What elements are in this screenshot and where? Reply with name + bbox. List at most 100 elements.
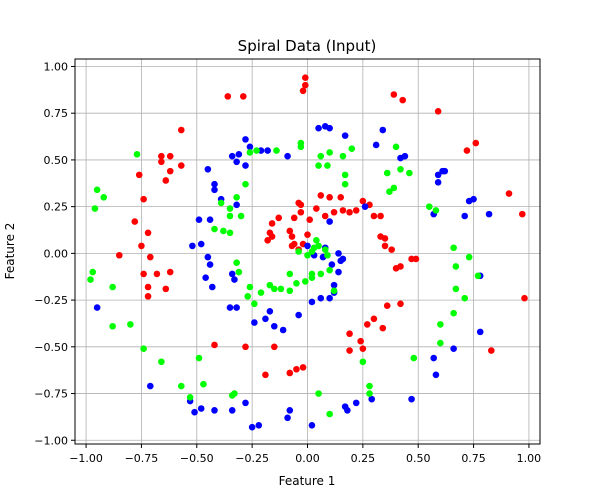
scatter-point-series-0 bbox=[359, 345, 367, 352]
y-tick-label: 1.00 bbox=[44, 60, 69, 73]
scatter-point-series-0 bbox=[357, 337, 364, 345]
scatter-point-series-1 bbox=[284, 152, 291, 160]
scatter-point-series-0 bbox=[363, 321, 371, 328]
scatter-point-series-2 bbox=[383, 169, 391, 177]
scatter-point-series-2 bbox=[406, 169, 413, 177]
scatter-point-series-2 bbox=[277, 285, 285, 293]
scatter-point-series-0 bbox=[397, 300, 404, 308]
scatter-point-series-1 bbox=[397, 154, 404, 162]
scatter-point-series-0 bbox=[487, 347, 495, 354]
y-tick-label: −0.75 bbox=[34, 388, 68, 401]
scatter-point-series-2 bbox=[432, 207, 440, 214]
scatter-point-series-1 bbox=[206, 216, 214, 224]
scatter-point-series-2 bbox=[390, 184, 398, 192]
scatter-point-series-1 bbox=[204, 253, 212, 261]
scatter-point-series-2 bbox=[410, 354, 418, 362]
y-tick-label: 0.75 bbox=[44, 107, 69, 120]
scatter-point-series-2 bbox=[313, 236, 320, 244]
y-tick-label: −1.00 bbox=[34, 434, 68, 447]
scatter-point-series-2 bbox=[321, 246, 329, 253]
scatter-point-series-2 bbox=[315, 162, 322, 169]
scatter-point-series-1 bbox=[246, 143, 254, 151]
scatter-point-series-0 bbox=[337, 194, 345, 201]
scatter-point-series-0 bbox=[288, 242, 296, 250]
scatter-point-series-0 bbox=[286, 227, 294, 235]
scatter-point-series-0 bbox=[397, 263, 404, 270]
scatter-point-series-0 bbox=[518, 210, 526, 218]
scatter-point-series-2 bbox=[186, 393, 194, 401]
scatter-point-series-2 bbox=[437, 321, 444, 328]
scatter-point-series-2 bbox=[246, 283, 254, 291]
scatter-point-series-2 bbox=[266, 281, 274, 289]
scatter-point-series-2 bbox=[326, 266, 333, 274]
scatter-point-series-2 bbox=[286, 270, 294, 278]
scatter-point-series-0 bbox=[388, 246, 395, 253]
y-tick-label: 0.00 bbox=[44, 247, 69, 260]
scatter-point-series-2 bbox=[158, 358, 165, 366]
scatter-point-series-2 bbox=[217, 199, 225, 207]
scatter-point-series-0 bbox=[146, 253, 154, 261]
scatter-point-series-2 bbox=[301, 278, 309, 285]
scatter-point-series-0 bbox=[301, 81, 309, 89]
scatter-point-series-0 bbox=[140, 195, 147, 203]
y-tick-label: 0.50 bbox=[44, 154, 69, 167]
scatter-point-series-1 bbox=[270, 322, 278, 330]
scatter-point-series-2 bbox=[226, 212, 234, 220]
scatter-point-series-2 bbox=[109, 283, 116, 291]
scatter-point-series-0 bbox=[224, 93, 232, 100]
scatter-point-series-2 bbox=[226, 229, 234, 237]
scatter-point-series-2 bbox=[195, 354, 203, 362]
scatter-point-series-0 bbox=[346, 330, 353, 338]
scatter-point-series-1 bbox=[408, 395, 415, 403]
scatter-point-series-0 bbox=[144, 229, 152, 237]
scatter-point-series-2 bbox=[474, 272, 482, 280]
scatter-point-series-1 bbox=[233, 304, 240, 311]
scatter-point-series-2 bbox=[317, 152, 325, 160]
x-tick-label: −1.00 bbox=[69, 452, 103, 465]
scatter-point-series-0 bbox=[321, 212, 329, 220]
scatter-point-series-1 bbox=[304, 242, 311, 250]
scatter-point-series-0 bbox=[390, 91, 398, 98]
scatter-point-series-1 bbox=[204, 165, 212, 173]
scatter-point-series-2 bbox=[200, 380, 207, 388]
scatter-point-series-2 bbox=[315, 390, 322, 397]
scatter-point-series-2 bbox=[452, 263, 460, 270]
scatter-point-series-2 bbox=[235, 268, 243, 276]
scatter-point-series-2 bbox=[297, 139, 305, 147]
scatter-point-series-0 bbox=[135, 171, 143, 179]
scatter-point-series-2 bbox=[109, 322, 116, 330]
scatter-point-series-2 bbox=[326, 149, 333, 156]
scatter-point-series-2 bbox=[326, 410, 333, 418]
scatter-point-series-1 bbox=[211, 407, 218, 414]
scatter-point-series-2 bbox=[348, 145, 356, 153]
scatter-point-series-0 bbox=[339, 207, 347, 214]
scatter-point-series-2 bbox=[89, 268, 97, 276]
scatter-point-series-1 bbox=[341, 403, 349, 410]
scatter-point-series-1 bbox=[328, 261, 336, 268]
scatter-point-series-2 bbox=[324, 251, 331, 259]
scatter-point-series-0 bbox=[346, 208, 353, 216]
scatter-point-series-1 bbox=[235, 151, 243, 158]
scatter-point-series-0 bbox=[268, 220, 276, 227]
scatter-point-series-0 bbox=[288, 233, 296, 240]
points-layer bbox=[87, 74, 528, 431]
scatter-point-series-0 bbox=[379, 324, 387, 332]
scatter-point-series-1 bbox=[242, 399, 249, 407]
scatter-point-series-0 bbox=[286, 369, 294, 377]
scatter-point-series-0 bbox=[166, 152, 174, 160]
scatter-point-series-2 bbox=[324, 162, 331, 169]
scatter-point-series-1 bbox=[242, 136, 249, 143]
scatter-point-series-0 bbox=[521, 294, 528, 302]
scatter-point-series-0 bbox=[304, 231, 311, 238]
scatter-point-series-1 bbox=[465, 197, 473, 205]
scatter-point-series-0 bbox=[270, 343, 278, 351]
scatter-point-series-0 bbox=[275, 214, 283, 222]
scatter-point-series-1 bbox=[197, 240, 205, 248]
scatter-point-series-0 bbox=[352, 207, 360, 214]
scatter-point-series-2 bbox=[226, 205, 234, 212]
chart-title: Spiral Data (Input) bbox=[238, 37, 377, 55]
scatter-point-series-2 bbox=[465, 253, 473, 261]
scatter-point-series-2 bbox=[359, 358, 367, 366]
x-tick-label: −0.75 bbox=[125, 452, 159, 465]
